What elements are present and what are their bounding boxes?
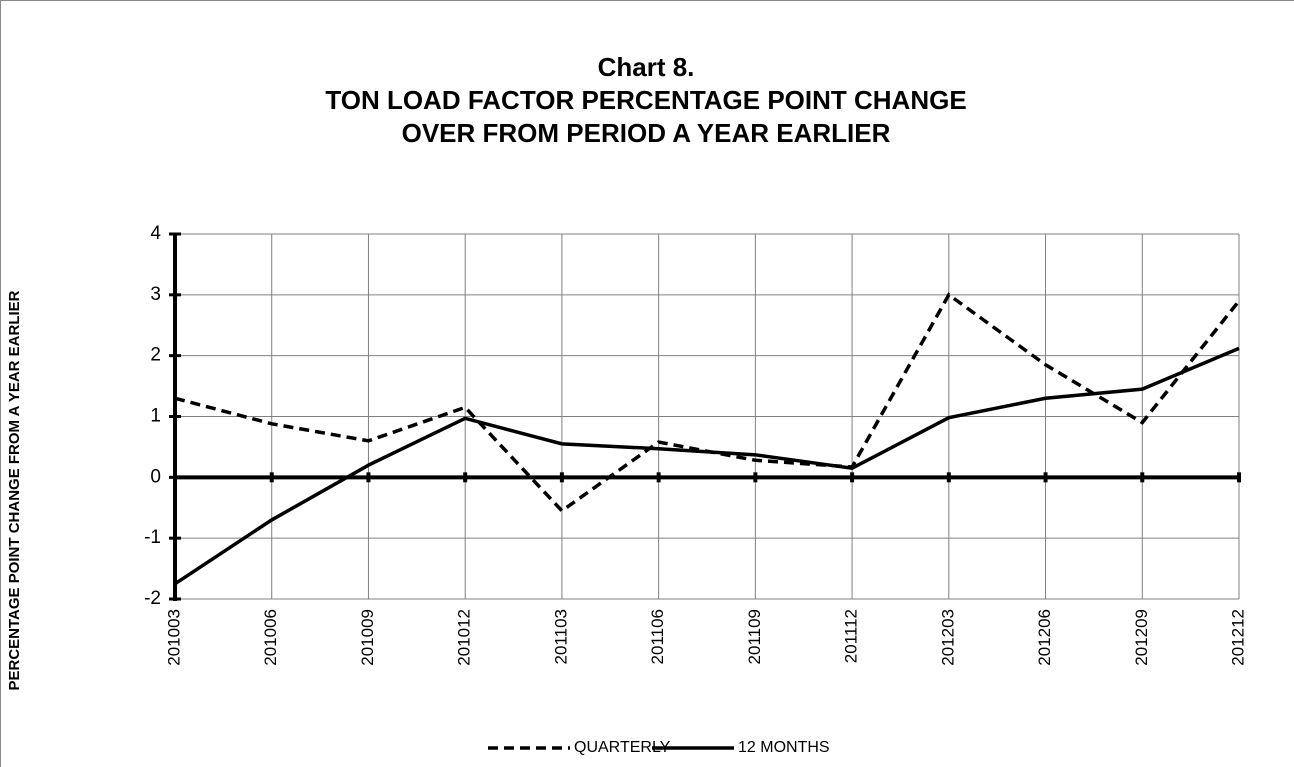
x-tick-label: 201106 [648,609,667,664]
y-tick-label: 4 [150,223,161,244]
x-tick-label: 201009 [358,609,377,666]
series-line [174,346,1240,586]
y-tick-label: 1 [150,406,161,427]
y-tick-label: 2 [150,345,161,366]
x-tick-label: 201012 [455,609,474,666]
x-tick-label: 201212 [1228,609,1247,666]
y-tick-label: -1 [144,527,161,548]
x-tick-label: 201003 [164,609,183,666]
legend-label: 12 MONTHS [738,739,830,756]
y-axis-label: PERCENTAGE POINT CHANGE FROM A YEAR EARL… [6,290,23,690]
legend-label: QUARTERLY [574,739,671,756]
chart-title: TON LOAD FACTOR PERCENTAGE POINT CHANGE [325,85,966,115]
y-tick-label: 0 [150,466,161,487]
x-tick-label: 201006 [261,609,280,666]
x-tick-label: 201209 [1132,609,1151,666]
x-tick-label: 201109 [745,609,764,664]
y-tick-label: -2 [144,588,161,609]
chart-title: Chart 8. [598,52,695,82]
y-tick-label: 3 [150,284,161,305]
x-tick-label: 201103 [551,609,570,664]
chart-title: OVER FROM PERIOD A YEAR EARLIER [402,118,891,148]
x-tick-label: 201206 [1035,609,1054,666]
x-tick-label: 201112 [842,609,861,663]
x-tick-label: 201203 [938,609,957,666]
